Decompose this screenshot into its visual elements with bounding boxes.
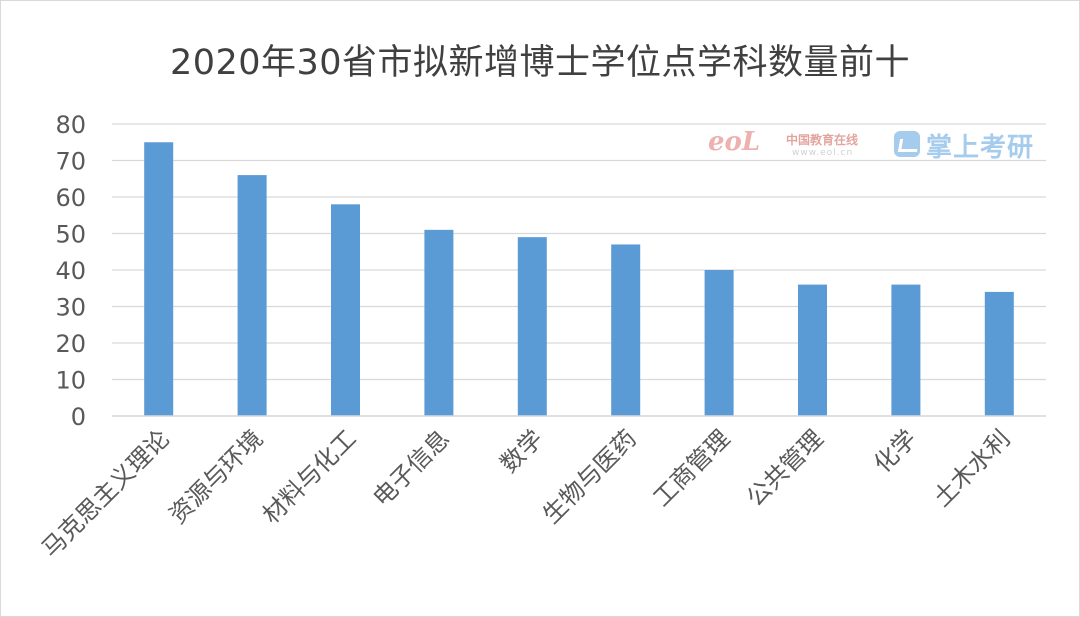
x-tick-label: 材料与化工 <box>257 424 362 529</box>
x-tick-label: 电子信息 <box>367 424 455 512</box>
x-tick-label: 资源与环境 <box>164 424 269 529</box>
bar <box>704 270 734 416</box>
y-tick-label: 40 <box>55 257 86 285</box>
x-tick-label: 化学 <box>868 424 922 478</box>
y-tick-label: 0 <box>71 403 86 431</box>
watermark-cn-name: 中国教育在线 <box>786 133 859 147</box>
y-tick-label: 50 <box>55 221 86 249</box>
y-tick-label: 30 <box>55 294 86 322</box>
x-tick-label: 数学 <box>495 424 549 478</box>
y-tick-label: 20 <box>55 330 86 358</box>
bar <box>144 142 174 416</box>
y-tick-label: 10 <box>55 367 86 395</box>
y-tick-label: 70 <box>55 148 86 176</box>
watermark-brand: 掌上考研 <box>926 133 1035 163</box>
y-tick-label: 80 <box>55 111 86 139</box>
bar <box>891 284 921 416</box>
watermark-url: www.eol.cn <box>792 148 854 158</box>
bar <box>798 284 827 416</box>
x-tick-label: 生物与医药 <box>537 424 642 529</box>
bar <box>237 175 267 416</box>
bar <box>984 291 1014 416</box>
watermark-eol: eoL <box>708 127 761 157</box>
bar <box>517 237 547 416</box>
bar <box>424 229 454 416</box>
watermark: eoL 中国教育在线 www.eol.cn 掌上考研 <box>708 125 1048 165</box>
x-tick-label: 公共管理 <box>741 424 829 512</box>
x-tick-label: 工商管理 <box>648 424 736 512</box>
x-tick-label: 土木水利 <box>928 424 1016 512</box>
bar <box>611 244 641 416</box>
brand-logo-icon <box>894 131 920 157</box>
y-tick-label: 60 <box>55 184 86 212</box>
bar <box>331 204 360 416</box>
chart-title: 2020年30省市拟新增博士学位点学科数量前十 <box>169 43 911 83</box>
x-tick-label: 马克思主义理论 <box>36 424 175 563</box>
